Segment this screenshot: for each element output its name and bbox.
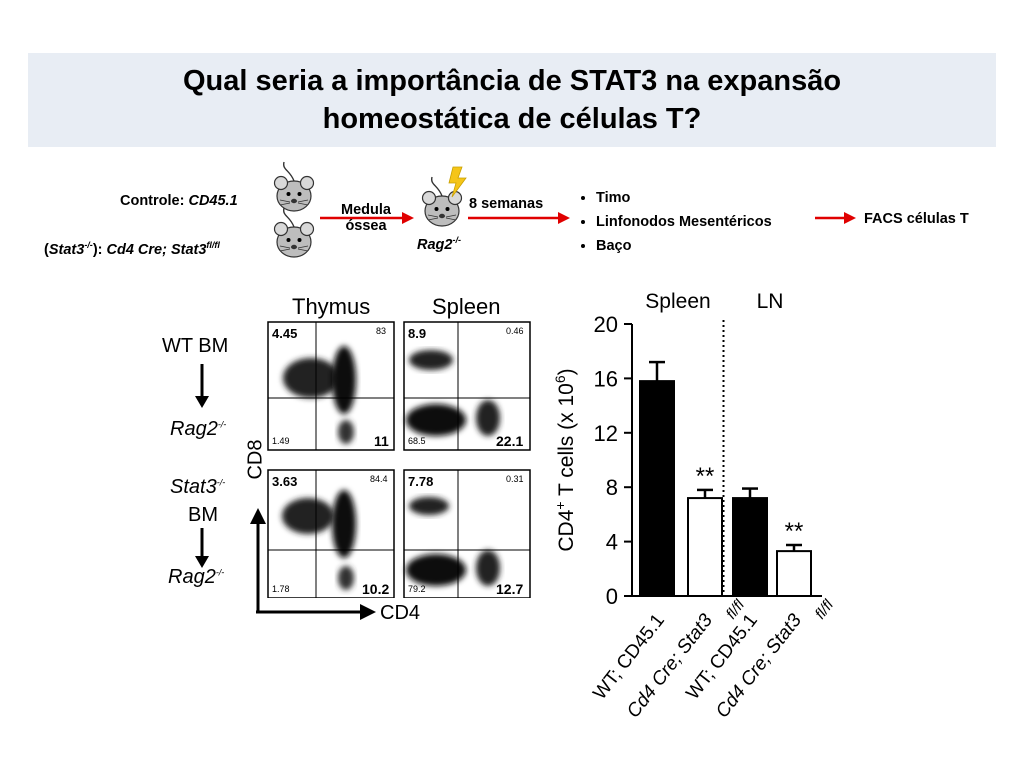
y-tick-label: 4 bbox=[606, 530, 618, 555]
row2-donor-suffix: BM bbox=[188, 504, 218, 526]
title-line-2: homeostática de células T? bbox=[322, 103, 702, 135]
row2-recipient-label: Rag2-/- bbox=[168, 566, 225, 588]
facs-quadrant-value: 11 bbox=[374, 433, 389, 449]
organ-item: Linfonodos Mesentéricos bbox=[596, 210, 772, 234]
facs-quadrant-value: 4.45 bbox=[272, 326, 297, 341]
facs-quadrant-value: 12.7 bbox=[496, 581, 523, 597]
title-line-1: Qual seria a importância de STAT3 na exp… bbox=[182, 65, 842, 97]
weeks-label: 8 semanas bbox=[469, 196, 544, 212]
facs-quadrant-value: 1.78 bbox=[272, 584, 290, 594]
row2-down-arrow-icon bbox=[195, 528, 209, 568]
bar bbox=[687, 497, 723, 597]
row1-donor-label: WT BM bbox=[162, 335, 229, 357]
chart-group-label: LN bbox=[757, 290, 784, 313]
row1-down-arrow-icon bbox=[195, 364, 209, 408]
y-tick-label: 0 bbox=[606, 584, 618, 609]
arrow-medula-icon bbox=[320, 212, 414, 224]
facs-quadrant-value: 8.9 bbox=[408, 326, 426, 341]
significance-marker: ** bbox=[696, 463, 715, 490]
facs-quadrant-value: 68.5 bbox=[408, 436, 426, 446]
row1-recipient-label: Rag2-/- bbox=[170, 418, 227, 440]
facs-quadrant-value: 3.63 bbox=[272, 474, 297, 489]
y-tick-label: 8 bbox=[606, 475, 618, 500]
facs-quadrant-value: 22.1 bbox=[496, 433, 523, 449]
row2-donor-label: Stat3-/- bbox=[170, 476, 226, 498]
facs-axes bbox=[250, 508, 376, 620]
title-banner: Qual seria a importância de STAT3 na exp… bbox=[28, 53, 996, 147]
facs-quadrant-value: 10.2 bbox=[362, 581, 389, 597]
facs-panel-spleen-wt bbox=[403, 321, 531, 451]
facs-quadrant-value: 1.49 bbox=[272, 436, 290, 446]
bar bbox=[776, 550, 812, 597]
facs-quadrant-value: 0.46 bbox=[506, 326, 524, 336]
medula-label: Medula óssea bbox=[341, 202, 391, 234]
stat3-label: (Stat3-/-): Cd4 Cre; Stat3fl/fl bbox=[44, 240, 220, 258]
cd4-arrowhead-icon bbox=[360, 604, 376, 620]
facs-panel-thymus-stat3 bbox=[267, 469, 395, 598]
control-label: Controle: CD45.1 bbox=[120, 193, 238, 209]
bar bbox=[732, 497, 768, 597]
facs-panel-thymus-wt bbox=[267, 321, 395, 451]
y-tick-label: 16 bbox=[594, 366, 618, 391]
spleen-column-title: Spleen bbox=[432, 294, 501, 319]
facs-quadrant-value: 7.78 bbox=[408, 474, 433, 489]
organ-item: Timo bbox=[596, 186, 772, 210]
facs-quadrant-value: 84.4 bbox=[370, 474, 388, 484]
chart-group-label: Spleen bbox=[645, 290, 710, 313]
stat3-mouse-icon bbox=[273, 207, 315, 258]
cd8-arrowhead-icon bbox=[250, 508, 266, 524]
recipient-label: Rag2-/- bbox=[417, 235, 461, 253]
page-title: Qual seria a importância de STAT3 na exp… bbox=[28, 53, 996, 138]
control-mouse-icon bbox=[273, 161, 315, 212]
arrow-facs-icon bbox=[815, 212, 856, 224]
y-axis-label: CD4+ T cells (x 106) bbox=[552, 368, 578, 551]
arrow-weeks-icon bbox=[468, 212, 570, 224]
organ-list: Timo Linfonodos Mesentéricos Baço bbox=[578, 186, 772, 258]
organ-item: Baço bbox=[596, 234, 772, 258]
thymus-column-title: Thymus bbox=[292, 294, 371, 319]
bar bbox=[639, 380, 675, 598]
y-tick-label: 12 bbox=[594, 421, 618, 446]
facs-panels: 4.45 83 1.49 11 8.9 0.46 68.5 22.1 3.63 … bbox=[267, 321, 531, 598]
cd8-axis-label: CD8 bbox=[244, 439, 267, 480]
irradiation-icon bbox=[448, 166, 467, 198]
facs-label: FACS células T bbox=[864, 211, 969, 227]
facs-quadrant-value: 83 bbox=[376, 326, 386, 336]
facs-quadrant-value: 79.2 bbox=[408, 584, 426, 594]
y-tick-label: 20 bbox=[594, 312, 618, 337]
cd4-bar-chart: 0 4 8 12 16 20 CD4+ T cells (x 106) Spleen LN ** *… bbox=[552, 290, 838, 722]
x-category-suffix: fl/fl bbox=[812, 596, 838, 622]
cd4-axis-label: CD4 bbox=[380, 602, 421, 624]
significance-marker: ** bbox=[785, 518, 804, 545]
facs-panel-spleen-stat3 bbox=[403, 469, 531, 598]
facs-quadrant-value: 0.31 bbox=[506, 474, 524, 484]
